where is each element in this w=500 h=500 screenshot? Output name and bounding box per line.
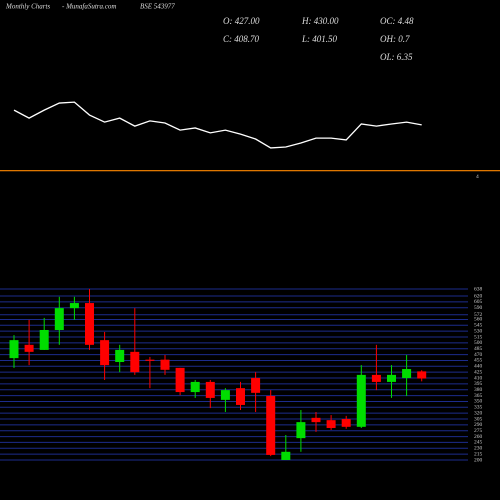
y-tick-label: 275: [474, 428, 483, 434]
candle-body: [251, 378, 261, 393]
y-tick-label: 215: [474, 451, 483, 457]
y-tick-label: 620: [474, 293, 483, 299]
candle-body: [115, 349, 125, 363]
stat: OH: 0.7: [380, 34, 410, 44]
y-tick-label: 638: [474, 286, 483, 292]
chart-title: Monthly Charts: [5, 3, 50, 11]
candle-body: [175, 367, 185, 393]
candle-body: [341, 419, 351, 427]
candle-body: [69, 303, 79, 309]
y-tick-label: 365: [474, 393, 483, 399]
candle-body: [266, 395, 276, 455]
site-name: - MunafaSutra.com: [62, 3, 116, 11]
y-tick-label: 200: [474, 457, 483, 463]
candle-body: [311, 417, 321, 423]
candle-body: [160, 359, 170, 370]
candle-body: [371, 374, 381, 382]
y-tick-label: 572: [474, 312, 483, 318]
stat: OL: 6.35: [380, 52, 413, 62]
y-tick-label: 290: [474, 422, 483, 428]
candle-body: [220, 390, 230, 400]
y-tick-label: 320: [474, 410, 483, 416]
candle-body: [402, 369, 412, 379]
y-tick-label: 425: [474, 369, 483, 375]
candle-body: [145, 359, 155, 361]
candle-body: [9, 340, 19, 359]
y-tick-label: 530: [474, 328, 483, 334]
candle-body: [236, 388, 245, 405]
y-tick-label: 455: [474, 358, 483, 364]
stat: H: 430.00: [301, 16, 339, 26]
stat: O: 427.00: [223, 16, 260, 26]
y-tick-label: 260: [474, 434, 483, 440]
y-tick-label: 605: [474, 299, 483, 305]
y-tick-label: 590: [474, 305, 483, 311]
candle-body: [205, 381, 215, 398]
y-tick-label: 470: [474, 352, 483, 358]
candle-body: [281, 451, 291, 460]
candle-body: [130, 351, 140, 373]
stat: OC: 4.48: [380, 16, 414, 26]
candle-body: [54, 308, 64, 330]
candle-body: [356, 374, 366, 427]
candle-body: [85, 303, 94, 345]
candle-body: [326, 420, 336, 428]
candle-body: [39, 329, 49, 350]
y-tick-label: 335: [474, 405, 483, 411]
y-tick-label: 230: [474, 446, 483, 452]
y-tick-label: 485: [474, 346, 483, 352]
candle-body: [296, 422, 306, 439]
y-tick-label: 410: [474, 375, 483, 381]
candle-body: [417, 371, 427, 379]
y-tick-label: 515: [474, 334, 483, 340]
y-tick-label: 245: [474, 440, 483, 446]
candle-body: [190, 381, 200, 393]
y-tick-label: 560: [474, 317, 483, 323]
candle-body: [24, 344, 34, 352]
y-tick-label: 545: [474, 323, 483, 329]
y-tick-label: 350: [474, 399, 483, 405]
candle-body: [387, 374, 396, 382]
y-tick-label: 305: [474, 416, 483, 422]
y-tick-label: 395: [474, 381, 483, 387]
stat: C: 408.70: [223, 34, 260, 44]
indicator-line: [13, 101, 422, 149]
symbol: BSE 543977: [140, 3, 175, 11]
y-tick-label: 500: [474, 340, 483, 346]
level-label: 4: [476, 174, 479, 180]
candle-body: [100, 340, 110, 366]
y-tick-label: 380: [474, 387, 483, 393]
y-tick-label: 440: [474, 364, 483, 370]
stat: L: 401.50: [301, 34, 338, 44]
